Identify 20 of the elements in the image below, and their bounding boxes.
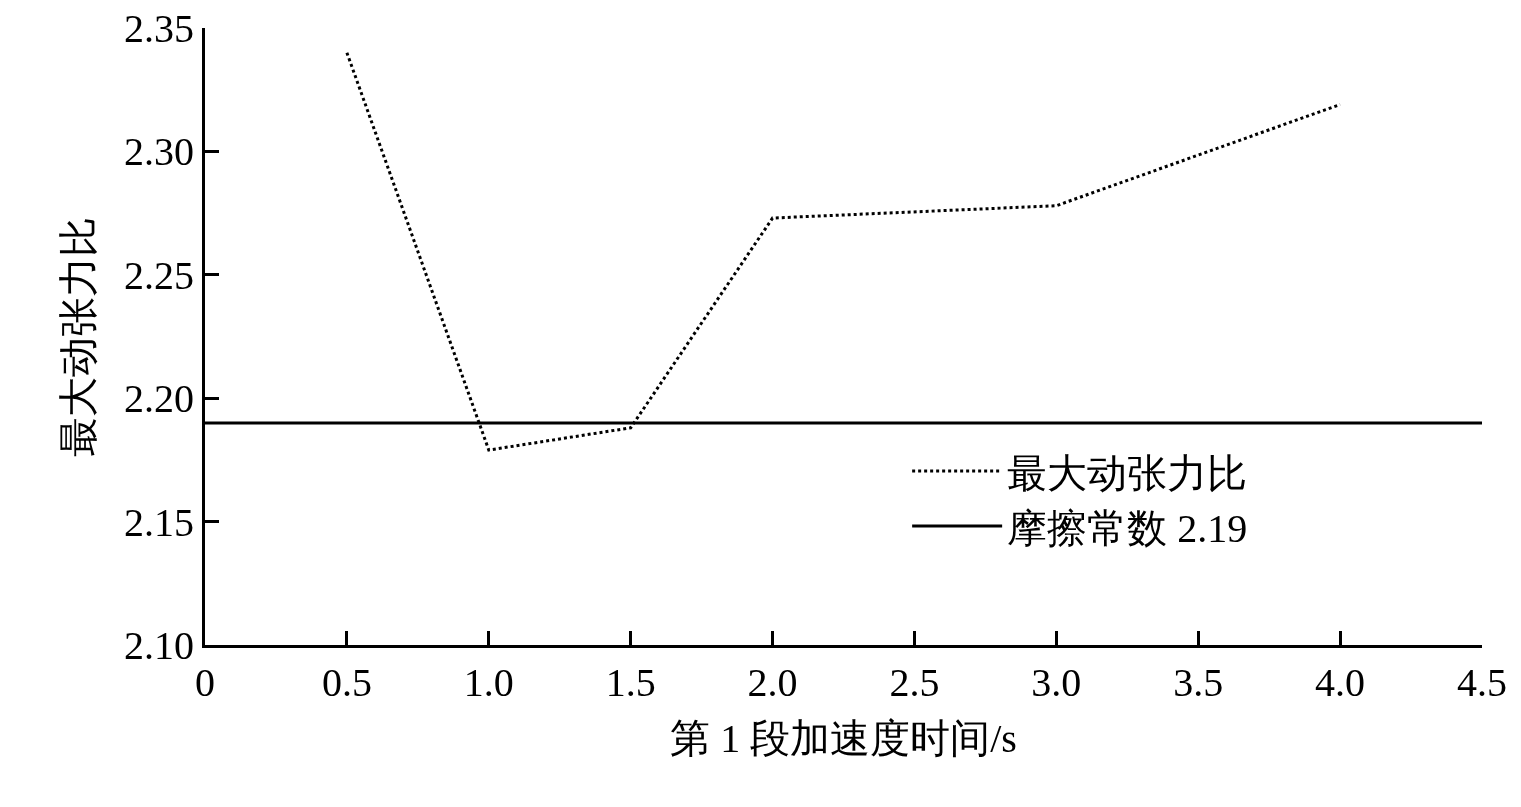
y-tick-label: 2.30 bbox=[124, 129, 194, 175]
x-tick-label: 4.0 bbox=[1315, 660, 1366, 705]
x-tick-label: 2.5 bbox=[889, 660, 940, 705]
x-axis-title: 第 1 段加速度时间/s bbox=[670, 715, 1017, 761]
legend-label: 最大动张力比 bbox=[1007, 450, 1248, 496]
y-tick-label: 2.10 bbox=[124, 623, 194, 668]
x-tick-label: 1.5 bbox=[605, 660, 656, 705]
x-tick-label: 2.0 bbox=[747, 660, 798, 705]
x-tick-label: 0 bbox=[195, 660, 215, 705]
x-tick-label: 1.0 bbox=[463, 660, 514, 705]
y-tick-label: 2.15 bbox=[124, 499, 194, 545]
x-tick-label: 0.5 bbox=[321, 660, 372, 705]
y-tick-label: 2.25 bbox=[124, 252, 194, 298]
y-tick-label: 2.35 bbox=[124, 6, 194, 51]
legend-label: 摩擦常数 2.19 bbox=[1007, 505, 1248, 551]
x-tick-label: 3.5 bbox=[1173, 660, 1224, 705]
y-axis-title: 最大动张力比 bbox=[55, 216, 101, 457]
y-tick-label: 2.20 bbox=[124, 376, 194, 422]
x-tick-label: 3.0 bbox=[1031, 660, 1082, 705]
x-tick-label: 4.5 bbox=[1457, 660, 1507, 705]
